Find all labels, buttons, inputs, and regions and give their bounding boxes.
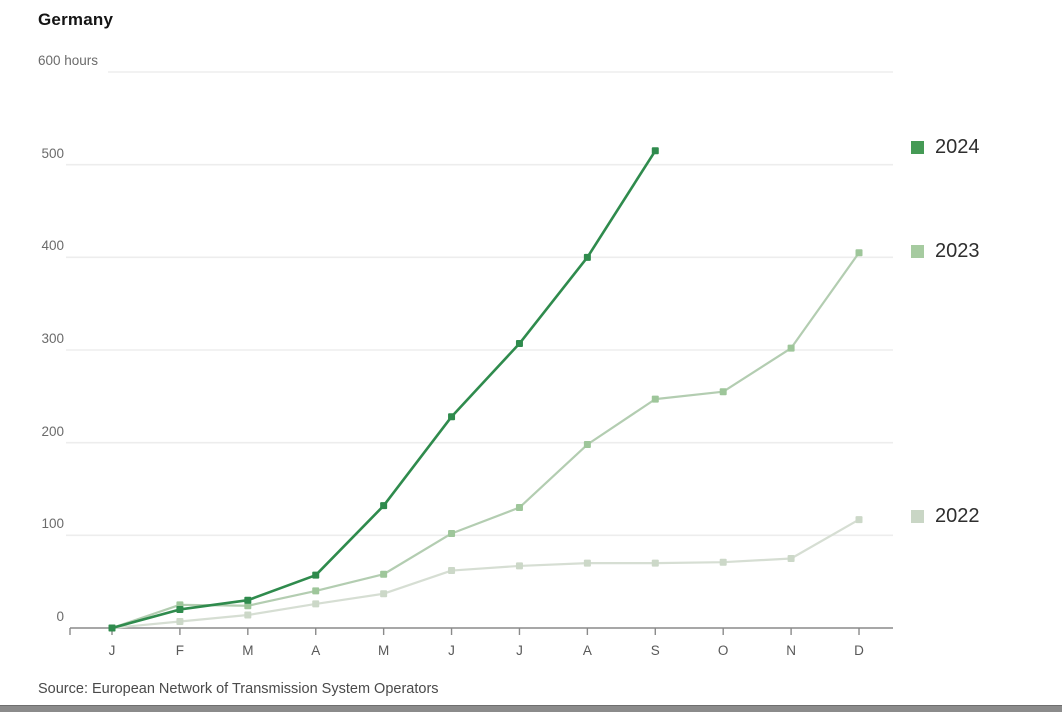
legend-label-2024: 2024 <box>935 136 980 158</box>
data-point-2022 <box>448 567 456 575</box>
data-point-2023 <box>380 570 388 578</box>
data-point-2024 <box>380 502 388 510</box>
legend-label-2023: 2023 <box>935 240 980 262</box>
legend-swatch-2024-icon <box>911 141 924 154</box>
data-point-2022 <box>176 618 184 626</box>
source-attribution: Source: European Network of Transmission… <box>38 681 439 697</box>
data-point-2023 <box>515 504 523 512</box>
y-axis-label: 400 <box>41 238 64 254</box>
data-point-2022 <box>855 516 863 524</box>
series-line-2024 <box>111 150 657 630</box>
data-point-2024 <box>108 624 116 632</box>
data-point-2024 <box>651 147 659 155</box>
chart-title: Germany <box>38 10 114 29</box>
series-line-2023 <box>111 252 860 630</box>
x-axis-label: O <box>717 643 729 658</box>
data-point-2023 <box>583 441 591 449</box>
x-axis-label: J <box>448 643 455 658</box>
y-axis-label: 500 <box>41 145 64 161</box>
x-axis-label: J <box>108 643 116 658</box>
data-point-2022 <box>651 559 659 567</box>
data-point-2023 <box>244 602 252 610</box>
data-point-2022 <box>515 562 523 570</box>
data-point-2023 <box>855 249 863 257</box>
legend-swatch-2022-icon <box>911 510 924 523</box>
data-point-2022 <box>583 559 591 567</box>
legend-item-2024: 2024 <box>911 136 980 159</box>
x-axis-label: J <box>516 643 523 658</box>
series-line-2022 <box>111 518 860 630</box>
x-axis-label: N <box>786 643 796 658</box>
x-axis-label: S <box>650 643 660 658</box>
x-axis-label: A <box>582 643 592 658</box>
y-axis-label: 300 <box>41 331 64 346</box>
data-point-2023 <box>787 344 795 352</box>
legend-item-2023: 2023 <box>911 240 980 263</box>
data-point-2023 <box>719 388 727 396</box>
data-point-2022 <box>787 555 795 562</box>
data-point-2024 <box>515 340 523 348</box>
data-point-2023 <box>312 587 320 595</box>
y-axis-label: 0 <box>56 609 64 624</box>
y-axis-label: 600 hours <box>38 53 99 68</box>
data-point-2022 <box>380 590 388 598</box>
legend-swatch-2023-icon <box>911 245 924 258</box>
data-point-2024 <box>176 605 184 613</box>
x-axis-label: F <box>175 643 185 658</box>
data-point-2024 <box>244 596 252 604</box>
data-point-2022 <box>312 600 320 608</box>
data-point-2024 <box>312 571 320 579</box>
data-point-2023 <box>651 395 659 403</box>
x-axis-label: M <box>378 643 390 658</box>
x-axis-label: A <box>311 643 321 658</box>
data-point-2022 <box>719 558 727 566</box>
y-axis-label: 100 <box>41 516 64 532</box>
legend-label-2022: 2022 <box>935 505 980 527</box>
data-point-2023 <box>448 529 456 537</box>
y-axis-label: 200 <box>41 423 64 439</box>
x-axis-label: M <box>242 643 254 658</box>
x-axis-label: D <box>854 643 864 658</box>
data-point-2024 <box>448 413 456 421</box>
legend-item-2022: 2022 <box>911 505 980 528</box>
data-point-2024 <box>583 253 591 261</box>
bottom-strip <box>0 705 1062 712</box>
data-point-2022 <box>244 611 252 619</box>
